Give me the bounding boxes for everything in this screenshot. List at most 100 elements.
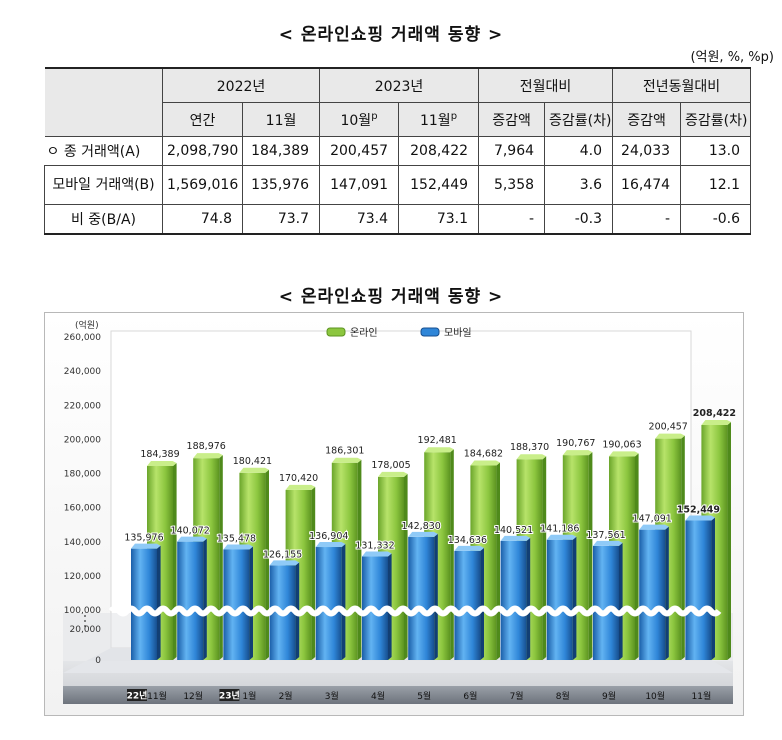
mobile-bar-top [362,551,392,557]
y-tick-label: 120,000 [64,572,101,582]
online-bar-top [285,484,316,490]
mobile-value-label: 140,072 [171,526,210,537]
online-bar-side [265,469,269,660]
table-row: 모바일 거래액(B) 1,569,016 135,976 147,091 152… [44,165,752,205]
mobile-bar-top [223,544,253,550]
bars-group: 184,389 135,976 188,976 140,072 180,421 135,4… [108,408,736,660]
y-tick-label: 260,000 [64,333,101,343]
table-title: < 온라인쇼핑 거래액 동향 > [278,25,504,45]
mobile-bar-top [269,560,300,566]
cell: 74.8 [162,204,243,235]
cell: 5,358 [478,165,546,205]
header-yoy: 전년동월대비 [612,67,752,103]
axis-break-wave [108,605,722,617]
cell: 1,569,016 [162,165,243,205]
x-tick-label: 2월 [279,690,293,702]
mobile-value-label: 140,521 [494,525,533,536]
x-tick-label: 3월 [325,690,339,702]
online-bar-top [378,471,408,477]
online-value-label: 190,063 [602,439,641,450]
legend: 온라인 모바일 [326,327,472,339]
online-value-label: 190,767 [556,438,595,449]
cell: - [612,204,682,235]
unit-label: (억원, %, %p) [690,50,774,65]
online-bar-top [609,451,639,457]
mobile-bar-top [131,543,161,549]
mobile-bar-side [203,538,207,660]
mobile-bar [546,534,577,660]
cell: 73.7 [241,204,321,235]
mobile-value-label: 136,904 [309,531,348,542]
prelim-mark: p [450,110,458,122]
mobile-bar-side [157,545,161,660]
mobile-value-label: 142,830 [402,521,441,532]
online-bar-side [727,422,731,660]
row-label: 비 중(B/A) [44,204,163,235]
axis-break-dot [84,620,86,622]
mobile-bar-top [315,542,346,548]
y-tick-label: 240,000 [64,367,101,377]
online-value-label: 192,481 [418,435,457,446]
bar-chart: (억원) 260,000 240,000 220,000 200,000 180,000… [44,312,744,716]
online-bar-side [681,435,685,660]
cell: 16,474 [612,165,682,205]
mobile-bar-side [572,536,577,660]
online-bar-side [496,462,500,660]
prelim-mark: p [371,110,378,122]
mobile-bar-front [408,536,435,660]
online-value-label: 184,682 [464,449,503,460]
y-tick-label: 0 [95,656,101,666]
mobile-bar-top [639,524,669,530]
x-tick-label: 4월 [371,690,385,702]
online-bar-top [147,461,177,467]
online-bar-side [450,449,454,660]
online-bar-side [588,452,593,660]
mobile-bar-side [526,537,531,660]
mobile-bar-front [500,540,527,660]
mobile-bar-front [639,529,666,660]
mobile-bar-front [593,545,619,660]
cell: 24,033 [612,136,682,166]
online-bar-side [173,463,177,660]
online-value-label: 178,005 [371,460,410,471]
y-tick-label: 140,000 [64,538,101,548]
mobile-bar [639,524,669,660]
legend-label-mobile: 모바일 [444,327,472,339]
x-tick-label: 7월 [510,690,524,702]
online-bar-side [219,455,223,660]
y-tick-label: 100,000 [64,606,101,616]
header-2022: 2022년 [161,67,321,103]
mobile-bar-side [434,533,438,660]
y-tick-label: 200,000 [64,435,101,445]
cell: 13.0 [680,136,752,166]
mobile-bar [593,540,623,660]
mobile-value-label: 134,636 [448,535,487,546]
online-value-label: 208,422 [693,408,736,419]
online-bar-top [701,420,731,426]
chart-canvas: (억원) 260,000 240,000 220,000 200,000 180,000… [45,313,743,715]
cell: 2,098,790 [162,136,243,166]
legend-swatch-mobile [420,327,440,337]
y-tick-label: 220,000 [64,401,101,411]
axis-break-dot [84,625,86,627]
online-bar-top [193,453,223,459]
cell: -0.6 [680,204,752,235]
mobile-bar [177,536,207,660]
mobile-bar [500,535,531,660]
mobile-bar-top [685,515,715,521]
mobile-bar-top [500,535,531,541]
year-marker-box [127,689,147,701]
online-bar-top [239,467,269,473]
mobile-bar-side [619,542,623,660]
table-corner [44,67,163,137]
subheader-yoy-change: 증감액 [612,102,682,137]
mobile-bar-front [685,520,712,660]
cell: 73.4 [319,204,400,235]
cell: 208,422 [398,136,480,166]
mobile-bar-front [223,549,250,660]
x-tick-label: 1월 [242,690,256,702]
table-row: ㅇ 종 거래액(A) 2,098,790 184,389 200,457 208… [44,136,752,166]
online-bar-side [357,459,362,660]
mobile-value-label: 131,332 [355,541,394,552]
year-marker: 22년 [127,690,148,702]
